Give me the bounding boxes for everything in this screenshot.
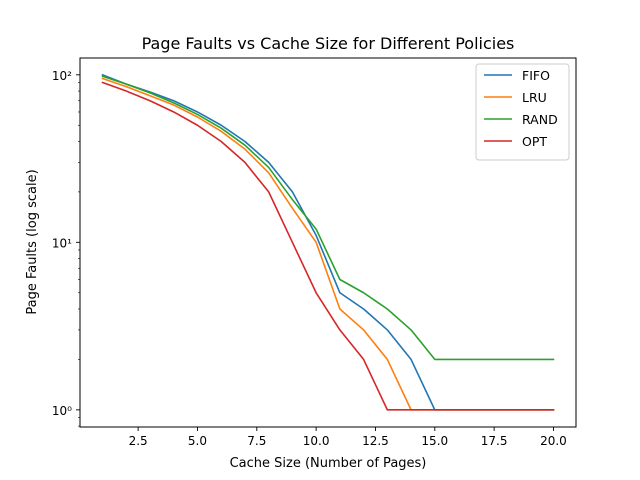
- x-tick-label: 15.0: [421, 434, 448, 448]
- x-tick-label: 20.0: [540, 434, 567, 448]
- series-line-rand: [101, 75, 555, 361]
- x-axis-ticks: 2.5 5.0 7.5 10.0 12.5 15.0 17.5 20.0: [129, 427, 567, 448]
- y-tick-label: 10²: [52, 69, 72, 83]
- y-tick-label: 10¹: [52, 236, 72, 250]
- series-line-opt: [101, 81, 555, 411]
- x-tick-label: 5.0: [188, 434, 207, 448]
- y-axis-label: Page Faults (log scale): [25, 169, 40, 314]
- plot-lines: [101, 73, 555, 411]
- chart-title: Page Faults vs Cache Size for Different …: [142, 34, 515, 53]
- legend-label-opt: OPT: [522, 134, 547, 149]
- y-tick-label: 10⁰: [52, 404, 72, 418]
- y-axis-ticks: 10⁰ 10¹ 10²: [52, 69, 80, 427]
- x-tick-label: 10.0: [303, 434, 330, 448]
- legend-label-rand: RAND: [522, 112, 558, 127]
- legend-box: [475, 63, 570, 161]
- legend: FIFO LRU RAND OPT: [475, 63, 570, 161]
- x-tick-label: 12.5: [362, 434, 389, 448]
- x-tick-label: 17.5: [481, 434, 508, 448]
- legend-label-fifo: FIFO: [522, 68, 550, 83]
- x-tick-label: 2.5: [129, 434, 148, 448]
- legend-label-lru: LRU: [522, 90, 547, 105]
- x-axis-label: Cache Size (Number of Pages): [230, 456, 427, 471]
- x-tick-label: 7.5: [247, 434, 266, 448]
